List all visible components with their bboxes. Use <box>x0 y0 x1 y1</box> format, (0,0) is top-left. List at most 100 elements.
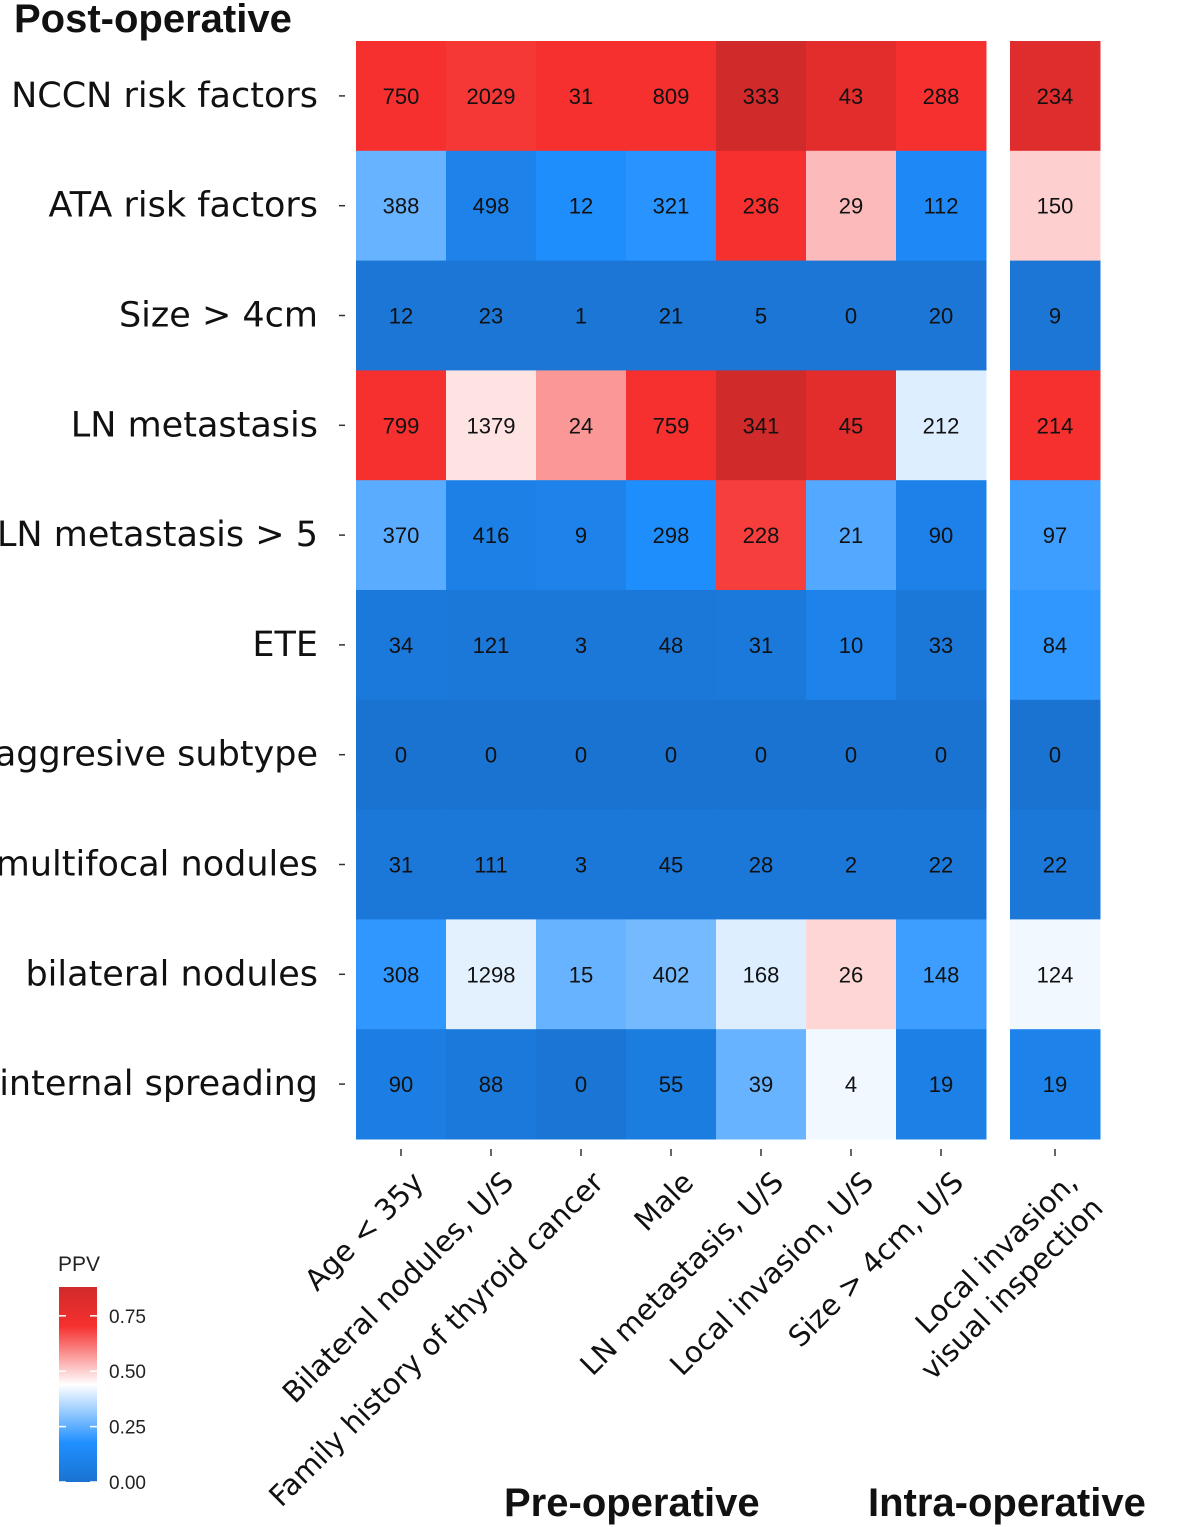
heatmap-cell <box>1010 150 1101 262</box>
cell-value-label: 39 <box>749 1072 773 1097</box>
row-label: LN metastasis <box>71 405 318 445</box>
heatmap-cell <box>716 370 807 481</box>
row-label: multifocal nodules <box>0 845 318 885</box>
heatmap-cell <box>626 1029 717 1140</box>
heatmap-cell <box>446 919 537 1030</box>
cell-value-label: 0 <box>935 743 947 768</box>
cell-value-label: 20 <box>929 304 953 329</box>
heatmap-cell <box>716 260 807 371</box>
heatmap-cell <box>446 150 537 262</box>
cell-value-label: 3 <box>575 853 587 878</box>
cell-value-label: 799 <box>383 413 420 438</box>
heatmap-cell <box>356 150 447 262</box>
cell-value-label: 22 <box>929 853 953 878</box>
row-labels: NCCN risk factors ATA risk factors Size > … <box>0 76 345 1104</box>
heatmap-cell <box>626 150 717 262</box>
cell-value-label: 3 <box>575 633 587 658</box>
heatmap-cell <box>716 919 807 1030</box>
cell-value-label: 15 <box>569 962 593 987</box>
cell-value-label: 333 <box>743 84 780 109</box>
legend-title: PPV <box>58 1253 100 1276</box>
row-label: ETE <box>252 625 318 665</box>
row-label: LN metastasis > 5 <box>0 515 318 555</box>
heatmap-cell <box>626 480 717 591</box>
heatmap-cell <box>806 150 897 262</box>
heatmap-cell <box>536 809 627 920</box>
cell-value-label: 0 <box>1049 743 1061 768</box>
cell-value-label: 228 <box>743 523 780 548</box>
heatmap-cell <box>626 590 717 701</box>
cell-value-label: 750 <box>383 84 420 109</box>
heatmap-cell <box>1010 260 1101 371</box>
cell-value-label: 31 <box>749 633 773 658</box>
heatmap-cell <box>896 699 987 811</box>
cell-value-label: 31 <box>389 853 413 878</box>
heatmap-cell <box>356 41 447 152</box>
row-label: Size > 4cm <box>119 296 318 336</box>
cell-value-label: 29 <box>839 194 863 219</box>
cell-value-label: 28 <box>749 853 773 878</box>
cell-value-label: 288 <box>923 84 960 109</box>
pre-operative-title: Pre-operative <box>504 1481 760 1525</box>
cell-value-label: 236 <box>743 194 780 219</box>
cell-value-label: 88 <box>479 1072 503 1097</box>
row-label: bilateral nodules <box>25 954 318 994</box>
cell-value-label: 809 <box>653 84 690 109</box>
cell-value-label: 0 <box>665 743 677 768</box>
heatmap-cell <box>716 699 807 811</box>
cell-value-label: 5 <box>755 304 767 329</box>
cell-value-label: 24 <box>569 413 593 438</box>
cell-value-label: 26 <box>839 962 863 987</box>
heatmap-cell <box>806 919 897 1030</box>
heatmap-cell <box>356 370 447 481</box>
heatmap-cell <box>536 260 627 371</box>
heatmap-cell <box>446 590 537 701</box>
heatmap-cell <box>356 260 447 371</box>
legend-tick-label: 0.75 <box>109 1307 146 1328</box>
heatmap-cell <box>716 150 807 262</box>
heatmap-cell <box>536 590 627 701</box>
cell-value-label: 45 <box>659 853 683 878</box>
heatmap-cell <box>806 699 897 811</box>
legend-colorbar <box>59 1287 97 1482</box>
cell-value-label: 19 <box>1043 1072 1067 1097</box>
cell-value-label: 90 <box>929 523 953 548</box>
cell-value-label: 298 <box>653 523 690 548</box>
legend-ticks: 0.75 0.50 0.25 0.00 <box>59 1307 146 1494</box>
cell-value-label: 9 <box>575 523 587 548</box>
heatmap-cell <box>446 1029 537 1140</box>
ppv-legend: PPV 0.75 0.50 0.25 0.00 <box>58 1253 146 1494</box>
row-label: NCCN risk factors <box>11 76 318 116</box>
heatmap-cell <box>806 370 897 481</box>
heatmap-cell <box>716 1029 807 1140</box>
cell-value-label: 0 <box>755 743 767 768</box>
heatmap-cell <box>896 260 987 371</box>
heatmap-cell <box>536 370 627 481</box>
cell-value-label: 112 <box>923 194 958 219</box>
heatmap-cell <box>896 590 987 701</box>
cell-value-label: 150 <box>1037 194 1074 219</box>
cell-value-label: 1298 <box>467 962 516 987</box>
heatmap-cell <box>806 260 897 371</box>
heatmap-cell <box>356 919 447 1030</box>
heatmap-cell <box>896 809 987 920</box>
post-operative-title: Post-operative <box>14 0 292 41</box>
cell-value-label: 21 <box>659 304 683 329</box>
cell-value-label: 0 <box>575 1072 587 1097</box>
cell-value-label: 308 <box>383 962 420 987</box>
row-label: internal spreading <box>0 1064 318 1104</box>
cell-value-label: 402 <box>653 962 690 987</box>
column-label-line: Family history of thyroid cancer <box>262 1165 610 1513</box>
heatmap-cell <box>896 919 987 1030</box>
cell-value-label: 31 <box>569 84 593 109</box>
heatmap-cell <box>716 590 807 701</box>
heatmap-cell <box>446 480 537 591</box>
cell-value-label: 1 <box>575 304 587 329</box>
cell-value-label: 0 <box>575 743 587 768</box>
heatmap-cell <box>806 41 897 152</box>
cell-value-label: 214 <box>1037 413 1074 438</box>
cell-value-label: 23 <box>479 304 503 329</box>
heatmap-cell <box>1010 590 1101 701</box>
cell-value-label: 168 <box>743 962 780 987</box>
